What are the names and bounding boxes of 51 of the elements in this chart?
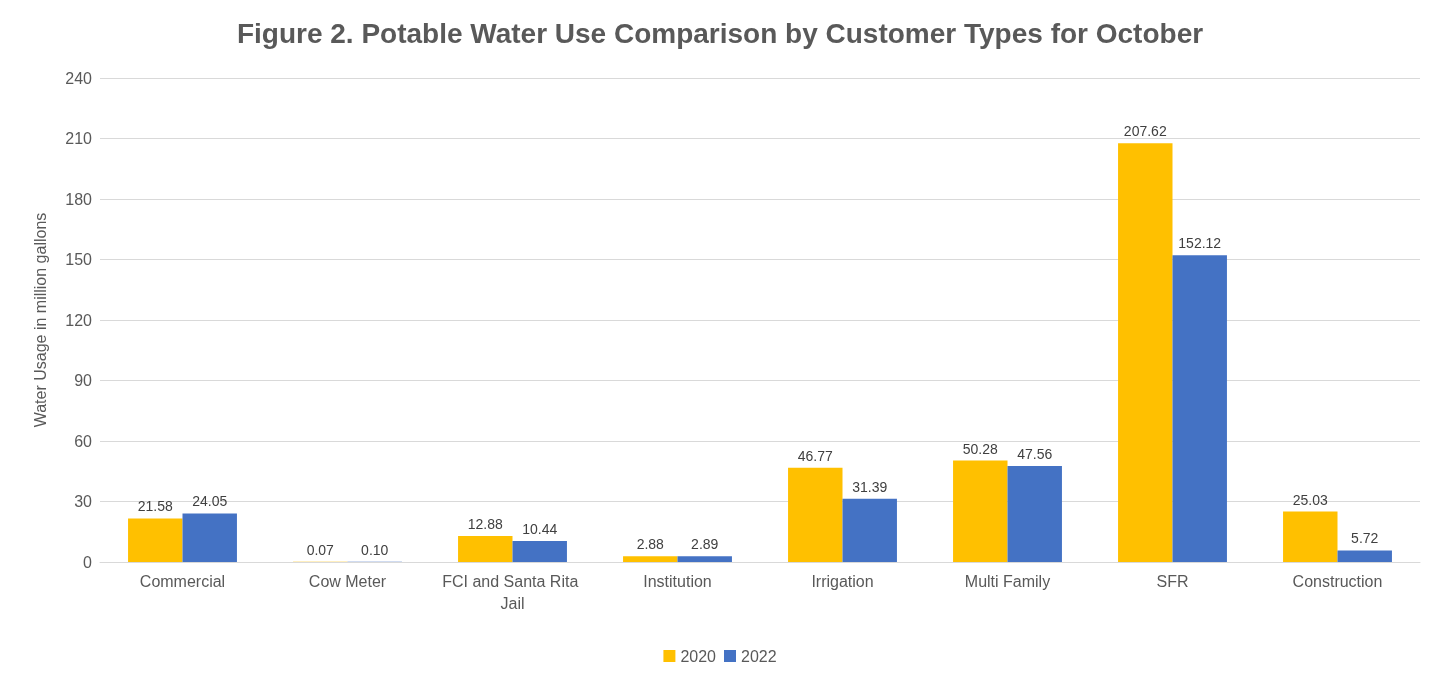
x-tick-label: Commercial (139, 572, 226, 590)
data-label: 10.44 (522, 520, 558, 537)
x-tick-label: FCI and Santa Rita Jail (442, 572, 583, 612)
y-axis-title: Water Usage in million gallons (31, 212, 49, 428)
data-label: 50.28 (962, 440, 998, 457)
bar (1172, 255, 1227, 562)
y-tick-label: 240 (65, 69, 93, 87)
bar (677, 556, 732, 562)
data-label: 21.58 (137, 498, 173, 515)
data-label: 24.05 (192, 493, 228, 510)
legend-label: 2020 (680, 647, 717, 665)
bar (1283, 511, 1338, 562)
y-tick-label: 120 (65, 311, 93, 329)
data-label: 47.56 (1017, 446, 1053, 463)
y-tick-label: 0 (83, 553, 93, 571)
data-label: 5.72 (1351, 530, 1379, 547)
y-tick-label: 180 (65, 190, 93, 208)
bar (842, 498, 897, 562)
data-label: 2.89 (691, 536, 719, 553)
y-tick-label: 210 (65, 130, 93, 147)
bar (512, 540, 567, 562)
legend-label: 2022 (741, 647, 777, 665)
x-tick-label: Cow Meter (308, 572, 387, 590)
bar (623, 556, 678, 562)
data-label: 25.03 (1292, 491, 1328, 508)
data-label: 207.62 (1123, 123, 1167, 140)
bar (953, 460, 1008, 562)
x-tick-label: Construction (1292, 572, 1383, 590)
bar (788, 467, 843, 562)
bar (1118, 143, 1173, 562)
data-label: 2.88 (636, 536, 665, 553)
y-tick-label: 90 (74, 372, 93, 389)
x-tick-label: Institution (643, 572, 712, 590)
data-label: 0.10 (361, 541, 389, 558)
x-tick-label: Multi Family (964, 572, 1051, 590)
data-label: 12.88 (467, 516, 503, 533)
bar (1337, 550, 1392, 562)
chart-title: Figure 2. Potable Water Use Comparison by Customer Types for October (236, 17, 1204, 49)
data-label: 31.39 (852, 478, 888, 495)
bar (1007, 466, 1062, 562)
y-tick-label: 30 (74, 493, 93, 510)
x-tick-label: SFR (1156, 572, 1189, 590)
y-tick-label: 150 (65, 251, 93, 268)
bar (182, 513, 237, 562)
data-label: 0.07 (306, 541, 335, 558)
bar (458, 536, 513, 562)
y-tick-label: 60 (74, 432, 93, 450)
bar (128, 518, 183, 562)
x-tick-label: Irrigation (811, 572, 874, 590)
data-label: 152.12 (1178, 235, 1222, 252)
data-label: 46.77 (797, 447, 833, 464)
